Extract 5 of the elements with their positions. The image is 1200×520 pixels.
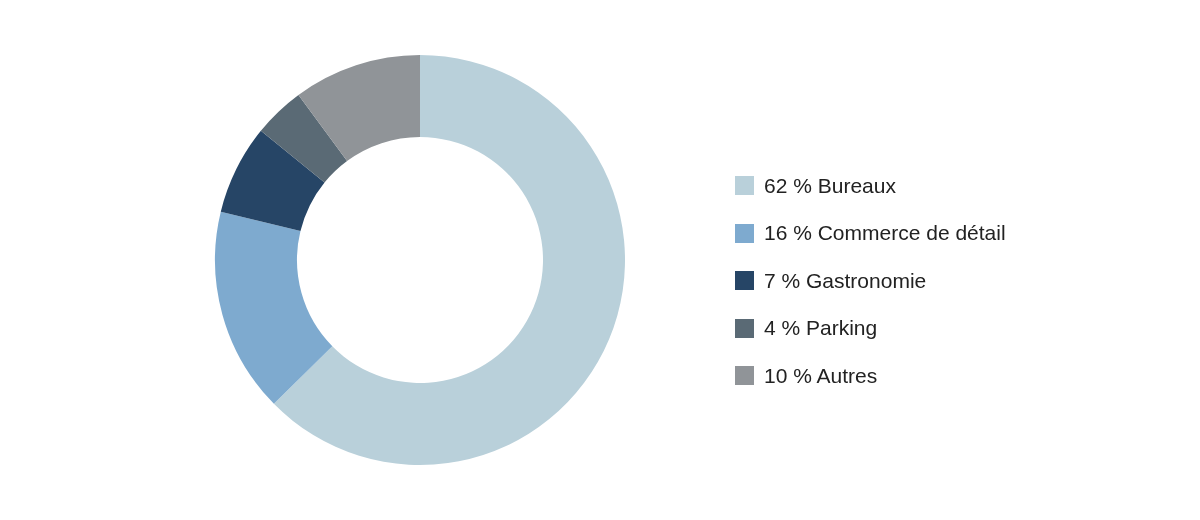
legend-label: 4 % Parking (764, 316, 878, 341)
legend-label: 62 % Bureaux (764, 173, 896, 198)
legend-label: 7 % Gastronomie (764, 268, 927, 293)
legend-label: 16 % Commerce de détail (764, 221, 1006, 246)
legend-label: 10 % Autres (764, 363, 878, 388)
